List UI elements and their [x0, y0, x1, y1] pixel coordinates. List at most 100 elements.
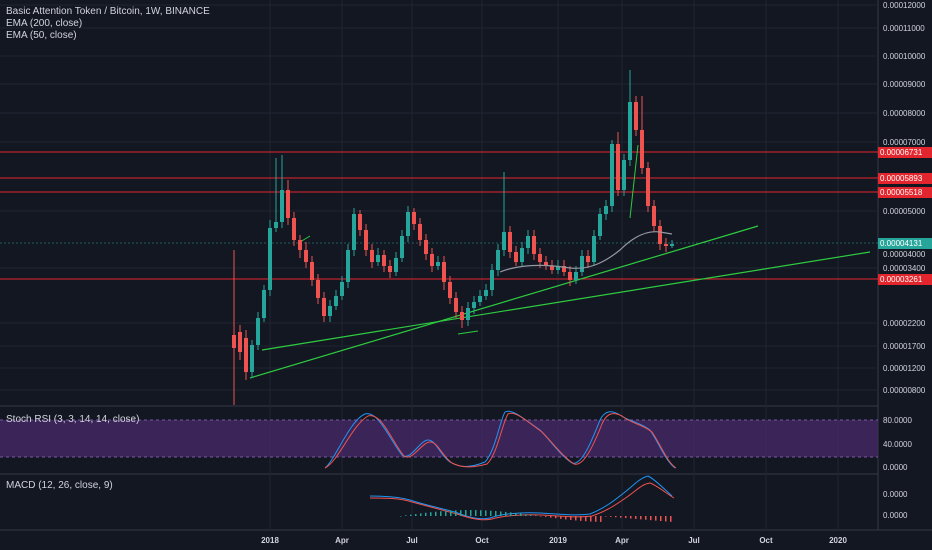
macd-histogram-bar: [450, 510, 452, 516]
candle-body: [478, 296, 482, 302]
candle-body: [406, 212, 410, 236]
price-badge-last[interactable]: 0.00004131: [878, 238, 932, 249]
macd-histogram-bar: [650, 516, 652, 521]
macd-histogram-bar: [580, 516, 582, 521]
macd-histogram-bar: [600, 516, 602, 522]
candle-body: [262, 290, 266, 318]
candle-body: [376, 255, 380, 262]
macd-histogram-bar: [515, 512, 517, 516]
candle-body: [634, 102, 638, 130]
candle-body: [292, 218, 296, 240]
grid: [0, 0, 878, 530]
candle-body: [340, 282, 344, 296]
candle-body: [460, 312, 464, 320]
macd-histogram-bar: [525, 514, 527, 516]
time-axis-label: Jul: [688, 536, 700, 545]
macd-histogram-bar: [475, 510, 477, 516]
macd-legend[interactable]: MACD (12, 26, close, 9): [6, 480, 113, 491]
macd-signal-line: [369, 482, 675, 521]
candle-body: [532, 236, 536, 254]
candle-body: [358, 214, 362, 230]
macd-histogram-bar: [625, 516, 627, 519]
macd-line: [369, 475, 673, 520]
trendline-segment[interactable]: [629, 144, 639, 219]
candle-body: [370, 250, 374, 262]
macd-histogram-bar: [435, 511, 437, 516]
macd-histogram-bar: [630, 516, 632, 519]
price-axis-label: 0.00012000: [883, 1, 926, 10]
price-axis-label: 0.00009000: [883, 80, 926, 89]
price-axis-label: 0.00000800: [883, 386, 926, 395]
time-axis-label: 2019: [549, 536, 567, 545]
macd-histogram-bar: [415, 513, 417, 516]
stoch-legend[interactable]: Stoch RSI (3, 3, 14, 14, close): [6, 414, 140, 425]
macd-histogram-bar: [425, 512, 427, 516]
macd-histogram-bar: [420, 513, 422, 516]
macd-histogram-bar: [530, 514, 532, 516]
candle-body: [580, 256, 584, 272]
price-axis-label: 0.00001700: [883, 342, 926, 351]
candle-body: [466, 308, 470, 320]
candle-body: [484, 290, 488, 296]
macd-histogram: [400, 510, 672, 522]
candle-body: [400, 236, 404, 258]
macd-histogram-bar: [405, 515, 407, 516]
macd-histogram-bar: [565, 516, 567, 520]
candle-body: [394, 258, 398, 272]
candle-body: [508, 232, 512, 252]
macd-histogram-bar: [655, 516, 657, 521]
macd-histogram-bar: [485, 510, 487, 516]
price-axis-label: 0.00002200: [883, 319, 926, 328]
trendline-lower[interactable]: [261, 251, 871, 351]
candle-body: [592, 236, 596, 262]
stoch-axis-label: 80.0000: [883, 416, 912, 425]
candle-body: [322, 298, 326, 316]
candle-body: [364, 230, 368, 250]
ema50-legend[interactable]: EMA (50, close): [6, 30, 77, 41]
macd-histogram-bar: [665, 516, 667, 522]
candle-body: [622, 160, 626, 190]
ema200-legend[interactable]: EMA (200, close): [6, 18, 83, 29]
candle-body: [280, 190, 284, 222]
chart-title-legend: Basic Attention Token / Bitcoin, 1W, BIN…: [6, 6, 210, 17]
candle-body: [310, 262, 314, 280]
macd-histogram-bar: [605, 516, 607, 517]
stoch-axis-label: 0.0000: [883, 463, 908, 472]
candle-body: [412, 212, 416, 224]
candle-body: [526, 236, 530, 248]
price-badge-resistance-3[interactable]: 0.00005518: [878, 187, 932, 198]
macd-histogram-bar: [660, 516, 662, 521]
candle-body: [616, 144, 620, 190]
candlestick-series: [232, 70, 674, 405]
price-badge-resistance-1[interactable]: 0.00006731: [878, 147, 932, 158]
time-axis-label: Oct: [475, 536, 489, 545]
candle-body: [586, 256, 590, 262]
price-axis-label: 0.00001200: [883, 364, 926, 373]
candle-body: [442, 262, 446, 282]
candle-body: [562, 266, 566, 272]
macd-histogram-bar: [510, 512, 512, 516]
candle-body: [436, 262, 440, 266]
candle-body: [520, 248, 524, 262]
candle-body: [610, 144, 614, 206]
price-axis-label: 0.00008000: [883, 109, 926, 118]
time-axis-label: 2020: [829, 536, 847, 545]
trendline-upper[interactable]: [249, 225, 759, 379]
price-badge-support[interactable]: 0.00003261: [878, 274, 932, 285]
macd-histogram-bar: [590, 516, 592, 522]
candle-body: [640, 130, 644, 168]
candle-body: [598, 214, 602, 236]
candle-body: [448, 282, 452, 298]
candle-body: [250, 345, 254, 372]
candle-body: [430, 254, 434, 266]
macd-histogram-bar: [470, 510, 472, 516]
macd-histogram-bar: [560, 516, 562, 519]
macd-histogram-bar: [480, 510, 482, 516]
price-badge-resistance-2[interactable]: 0.00005893: [878, 173, 932, 184]
candle-body: [388, 266, 392, 272]
macd-histogram-bar: [440, 511, 442, 516]
macd-histogram-bar: [500, 511, 502, 516]
trendline-segment[interactable]: [457, 330, 479, 335]
price-axis-label: 0.00007000: [883, 138, 926, 147]
